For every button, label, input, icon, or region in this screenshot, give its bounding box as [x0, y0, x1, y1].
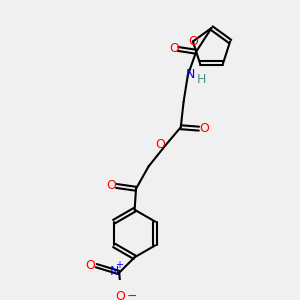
Text: +: + — [115, 260, 123, 270]
Text: H: H — [196, 73, 206, 86]
Text: O: O — [116, 290, 126, 300]
Text: O: O — [155, 137, 165, 151]
Text: O: O — [188, 35, 198, 48]
Text: O: O — [200, 122, 209, 135]
Text: O: O — [85, 259, 95, 272]
Text: N: N — [110, 265, 119, 278]
Text: −: − — [127, 290, 137, 300]
Text: N: N — [185, 68, 195, 81]
Text: O: O — [169, 42, 179, 56]
Text: O: O — [106, 179, 116, 193]
